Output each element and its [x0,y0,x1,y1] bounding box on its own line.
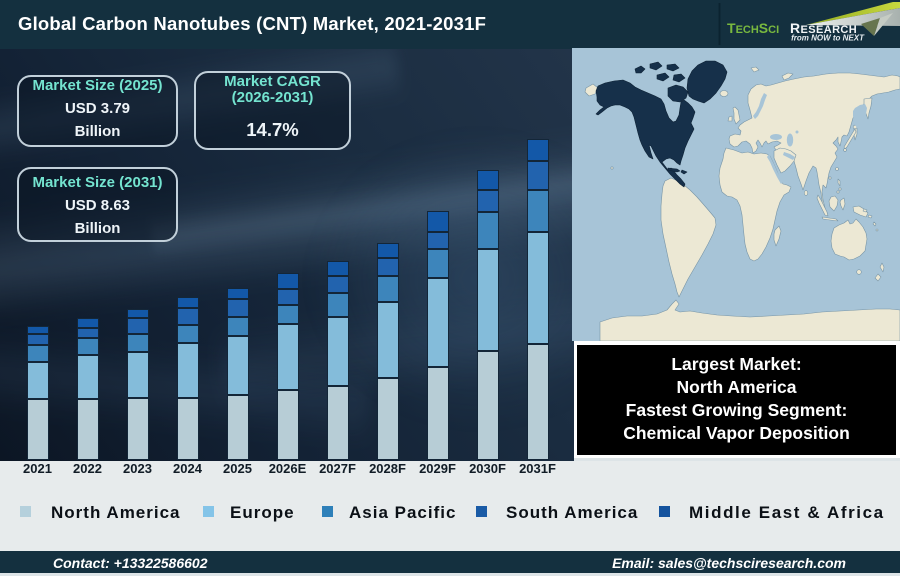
svg-text:RESEARCH: RESEARCH [790,20,857,36]
svg-text:TECHSCI: TECHSCI [727,20,779,36]
svg-text:from NOW to NEXT: from NOW to NEXT [791,34,865,43]
